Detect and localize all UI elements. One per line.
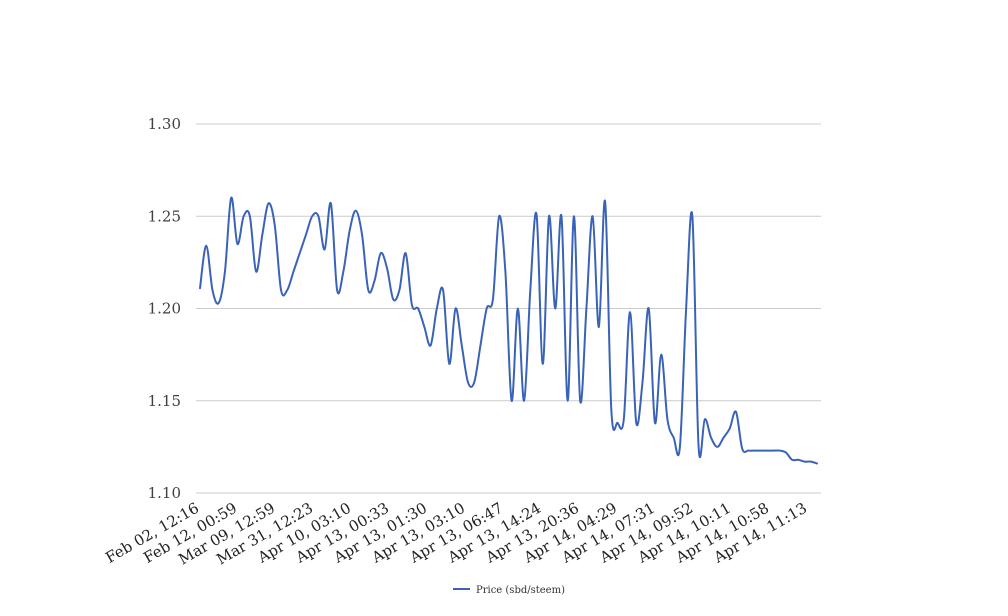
y-tick-label: 1.15	[148, 392, 181, 410]
y-tick-label: 1.25	[148, 207, 181, 225]
y-tick-label: 1.30	[148, 115, 181, 133]
y-axis-ticks: 1.10 1.15 1.20 1.25 1.30	[148, 115, 181, 502]
y-tick-label: 1.20	[148, 300, 181, 318]
legend: Price (sbd/steem)	[453, 585, 565, 596]
grid-layer	[196, 123, 821, 494]
y-tick-label: 1.10	[148, 484, 181, 502]
legend-label: Price (sbd/steem)	[476, 585, 565, 596]
series-layer	[199, 196, 818, 465]
series-line-price	[199, 196, 818, 465]
